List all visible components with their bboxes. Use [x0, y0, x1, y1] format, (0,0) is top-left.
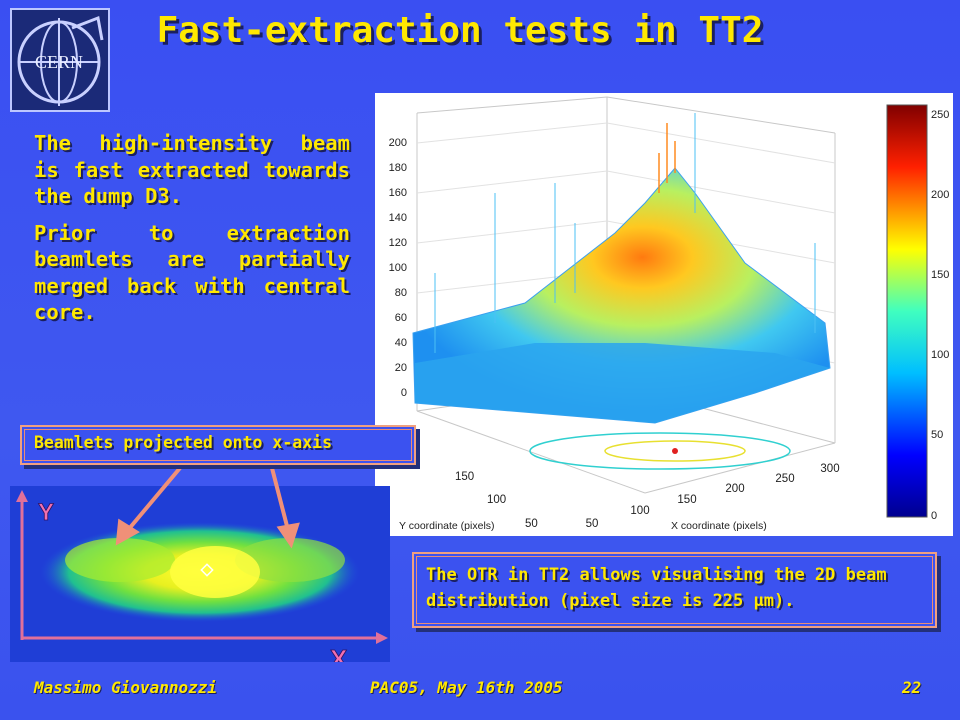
cern-logo-mark: CERN	[17, 15, 104, 106]
y-axis-label: Y coordinate (pixels)	[399, 520, 495, 532]
footer-page-number: 22	[902, 678, 922, 697]
bullet-list: The high-intensity beam is fast extracte…	[34, 130, 350, 336]
y-tick: 50	[525, 518, 538, 530]
surface-plot: 200 180 160 140 120 100 80 60 40 20 0 15…	[375, 93, 953, 536]
peak-spikes	[658, 123, 676, 193]
beam-image: Y X	[10, 486, 390, 674]
x-tick-labels: 50 100 150 200 250 300	[586, 463, 840, 530]
beam-core	[170, 546, 260, 598]
surface-plot-svg: 200 180 160 140 120 100 80 60 40 20 0 15…	[389, 96, 949, 532]
beamlet-right	[235, 538, 345, 582]
beamlet-left	[65, 538, 175, 582]
floor-contour-inner	[604, 440, 746, 462]
z-tick: 160	[389, 187, 407, 199]
z-tick: 140	[389, 212, 407, 224]
bullet-2: Prior to extraction beamlets are partial…	[34, 220, 350, 325]
z-tick: 80	[395, 287, 407, 299]
floor-contour-center	[672, 448, 678, 454]
z-tick: 100	[389, 262, 407, 274]
z-tick: 60	[395, 312, 407, 324]
y-tick: 150	[455, 471, 474, 483]
colorbar-ticks: 250 200 150 100 50 0	[931, 109, 949, 522]
x-tick: 50	[586, 518, 599, 530]
beam-y-arrow	[16, 490, 28, 502]
z-tick: 200	[389, 137, 407, 149]
colorbar-tick: 100	[931, 349, 949, 361]
logo-text: CERN	[35, 52, 83, 72]
x-tick: 300	[820, 463, 839, 475]
x-tick: 150	[677, 494, 696, 506]
colorbar-tick: 0	[931, 510, 937, 522]
surface-base	[415, 343, 830, 423]
bullet-1: The high-intensity beam is fast extracte…	[34, 131, 350, 208]
beam-center-marker	[200, 563, 214, 577]
beamlet-arrows	[115, 466, 300, 549]
x-tick: 100	[630, 505, 649, 517]
y-tick: 100	[487, 494, 506, 506]
footer-author: Massimo Giovannozzi	[34, 678, 218, 697]
cern-logo: CERN	[10, 8, 110, 112]
x-tick: 200	[725, 483, 744, 495]
slide-title: Fast-extraction tests in TT2	[156, 10, 764, 51]
x-axis-label: X coordinate (pixels)	[671, 520, 767, 532]
otr-callout: The OTR in TT2 allows visualising the 2D…	[412, 552, 937, 628]
colorbar-tick: 250	[931, 109, 949, 121]
z-tick: 20	[395, 362, 407, 374]
beam-x-arrow	[376, 632, 388, 644]
x-tick: 250	[775, 473, 794, 485]
surface-spikes	[434, 113, 816, 353]
z-tick: 0	[401, 387, 407, 399]
z-tick: 40	[395, 337, 407, 349]
floor-contour-outer	[529, 432, 791, 470]
beamlets-callout: Beamlets projected onto x-axis	[20, 425, 416, 465]
y-tick-labels: 150 100 50	[455, 471, 538, 530]
beam-image-svg: Y X	[10, 486, 390, 674]
footer-event: PAC05, May 16th 2005	[370, 678, 563, 697]
colorbar-tick: 150	[931, 269, 949, 281]
beam-y-label: Y	[38, 499, 54, 526]
z-tick-labels: 200 180 160 140 120 100 80 60 40 20 0	[389, 137, 407, 399]
colorbar-tick: 200	[931, 189, 949, 201]
z-tick: 180	[389, 162, 407, 174]
colorbar-tick: 50	[931, 429, 943, 441]
colorbar	[886, 104, 928, 518]
z-tick: 120	[389, 237, 407, 249]
